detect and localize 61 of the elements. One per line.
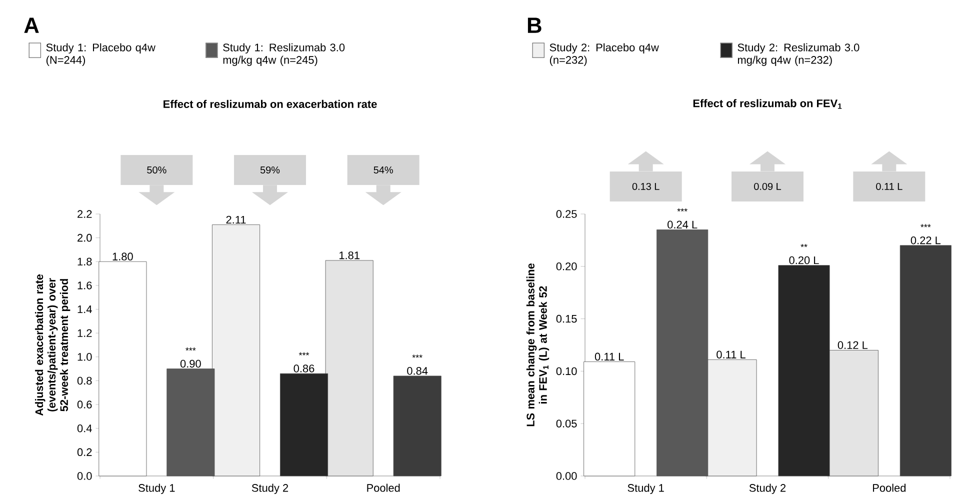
y-tick-label: 0.2 <box>77 448 92 456</box>
y-tick-label: 0.25 <box>556 210 577 218</box>
text: 0.09 L <box>754 182 782 190</box>
y-tick-label: 1.4 <box>78 305 92 314</box>
text: A <box>24 18 39 33</box>
text: 54% <box>374 166 393 174</box>
data-label: 0.24 L <box>668 220 698 229</box>
x-tick-label: Pooled <box>873 484 906 492</box>
data-label: 0.90 <box>180 360 201 368</box>
data-label: 1.80 <box>112 252 133 260</box>
y-tick-label: 0.8 <box>77 376 92 385</box>
annotation: *** <box>186 347 196 351</box>
bar <box>393 376 442 476</box>
x-tick-label: Study 2 <box>749 484 786 494</box>
x-tick-label: Pooled <box>367 484 400 492</box>
data-label: 0.20 L <box>789 256 819 264</box>
text: Study 2: Placebo q4w (n=232) <box>550 43 659 66</box>
y-tick-label: 2.2 <box>78 210 92 218</box>
y-tick-label: 0.6 <box>77 400 92 408</box>
data-label: 0.11 L <box>594 352 624 361</box>
data-label: 0.12 L <box>838 341 868 350</box>
text: *** <box>677 208 688 212</box>
text: 50% <box>147 166 166 174</box>
data-label: 1.81 <box>340 251 360 260</box>
y-tick-label: 1.0 <box>78 353 92 361</box>
data-label: 2.11 <box>226 216 246 224</box>
y-tick-label: 1.2 <box>78 329 92 337</box>
text: 0.13 L <box>632 182 660 190</box>
data-label: 0.86 <box>294 364 314 372</box>
text: Study 1: Reslizumab 3.0 mg/kg q4w (n=245) <box>223 43 345 66</box>
y-tick-label: 0.15 <box>556 314 577 323</box>
y-tick-label: 0.20 <box>556 262 577 270</box>
y-tick-label: 0.10 <box>556 367 577 376</box>
y-tick-label: 1.6 <box>78 282 92 290</box>
bar <box>584 362 636 476</box>
text: 0.11 L <box>876 182 902 190</box>
y-tick-label: 0.0 <box>77 472 92 480</box>
x-tick-label: Study 2 <box>252 484 288 494</box>
data-label: 0.22 L <box>910 236 941 244</box>
data-label: 0.84 <box>407 367 428 375</box>
y-tick-label: 0.05 <box>556 420 577 428</box>
y-axis-title: Adjusted exacerbation rate (events/patient-year) over 52-week treatment period <box>35 274 70 416</box>
x-tick-label: Study 1 <box>628 484 664 494</box>
annotation: *** <box>298 352 310 356</box>
bar <box>900 245 952 476</box>
y-tick-label: 0.00 <box>556 472 577 480</box>
x-tick-label: Study 1 <box>138 484 175 494</box>
chart-title: Effect of reslizumab on FEV$_{1}$ <box>693 99 842 109</box>
annotation: *** <box>412 354 422 358</box>
y-tick-label: 1.8 <box>78 258 92 266</box>
data-label: 0.11 L <box>716 350 746 358</box>
bar <box>98 261 147 476</box>
chart-title: Effect of reslizumab on exacerbation rate <box>164 100 377 108</box>
y-tick-label: 2.0 <box>78 234 92 242</box>
annotation: ** <box>800 244 808 248</box>
text: Study 2: Reslizumab 3.0 mg/kg q4w (n=232) <box>738 43 860 66</box>
text: Study 1: Placebo q4w (N=244) <box>46 43 156 66</box>
annotation: *** <box>920 224 931 228</box>
y-tick-label: 0.4 <box>77 424 92 432</box>
text: B <box>528 18 542 33</box>
text: 59% <box>260 166 280 174</box>
